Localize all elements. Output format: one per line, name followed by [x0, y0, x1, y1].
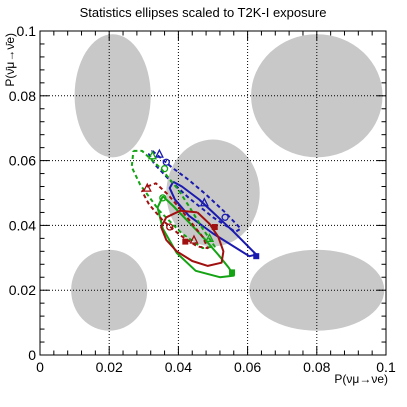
marker-triangle-4: [154, 148, 164, 158]
series-contour-1: [168, 180, 258, 258]
marker-circle-14: [166, 223, 174, 231]
x-tick-label: 0: [36, 359, 44, 375]
y-tick-label: 0.08: [9, 88, 36, 104]
x-tick-label: 0.04: [165, 359, 192, 375]
marker-triangle-12: [189, 234, 199, 244]
marker-square-11: [211, 224, 218, 231]
series-contour-2: [148, 150, 242, 233]
y-tick-label: 0.1: [17, 23, 37, 39]
marker-circle-8: [159, 194, 167, 202]
x-tick-label: 0.08: [303, 359, 330, 375]
x-tick-label: 0.1: [376, 359, 396, 375]
marker-triangle-9: [147, 150, 158, 160]
y-tick-label: 0: [28, 347, 36, 363]
marker-square-6: [229, 269, 236, 276]
marker-square-15: [182, 238, 189, 245]
plot-area: [40, 31, 386, 355]
marker-circle-10: [160, 165, 169, 173]
x-tick-label: 0.02: [96, 359, 123, 375]
plot-frame: [39, 30, 387, 356]
marker-triangle-7: [204, 232, 215, 243]
marker-triangle-13: [142, 182, 152, 192]
y-tick-label: 0.04: [9, 217, 36, 233]
x-tick-label: 0.06: [234, 359, 261, 375]
y-tick-label: 0.06: [9, 153, 36, 169]
series-contour-6: [141, 182, 209, 250]
chart-title: Statistics ellipses scaled to T2K-I expo…: [80, 5, 327, 20]
y-tick-label: 0.02: [9, 282, 36, 298]
marker-triangle-3: [199, 197, 209, 207]
axes: 0 0.02 0.04 0.06 0.08 0.1 0 0.02 0.04 0.06 0.08 0.1: [9, 23, 396, 375]
marker-circle-2: [221, 213, 229, 221]
marker-square-1: [253, 253, 260, 260]
series-contour-4: [130, 149, 216, 250]
series-contour-5: [160, 209, 225, 267]
x-axis-label: P(νμ→νe): [334, 372, 388, 386]
y-axis-label: P(ν̄μ→ν̄e): [3, 33, 17, 87]
marker-circle-5: [162, 158, 170, 166]
